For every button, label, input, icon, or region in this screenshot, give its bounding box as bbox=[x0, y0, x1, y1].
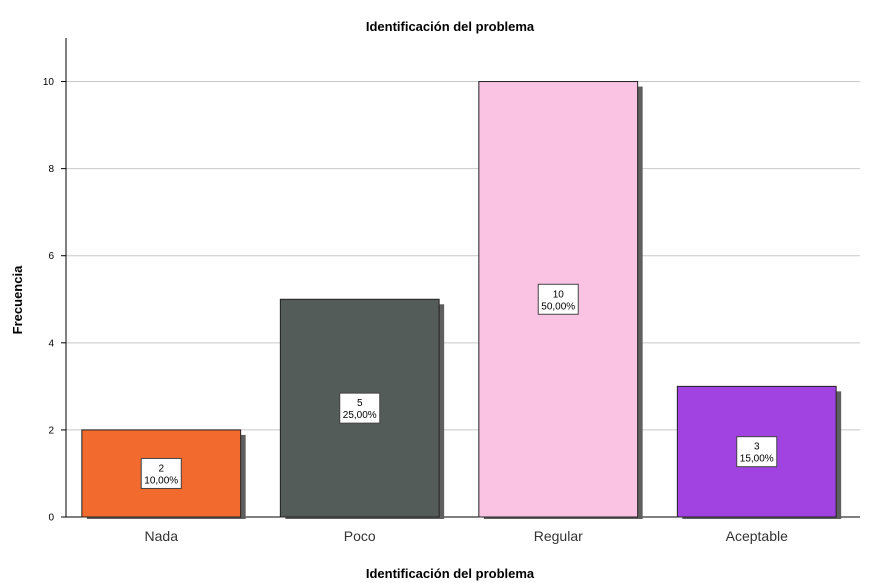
chart-title: Identificación del problema bbox=[366, 19, 535, 34]
y-tick-label: 10 bbox=[43, 77, 55, 88]
data-label-percent: 25,00% bbox=[343, 410, 377, 421]
data-label-box bbox=[339, 392, 381, 424]
x-tick-label: Aceptable bbox=[726, 528, 788, 544]
y-tick-label: 8 bbox=[48, 164, 54, 175]
y-axis-ticks: 0 2 4 6 8 10 bbox=[43, 77, 66, 524]
data-label-count: 5 bbox=[357, 398, 363, 409]
data-label-count: 10 bbox=[553, 289, 565, 300]
data-label-count: 3 bbox=[754, 442, 760, 453]
y-tick-label: 4 bbox=[48, 338, 54, 349]
gridlines bbox=[66, 81, 860, 431]
y-tick-label: 6 bbox=[48, 251, 54, 262]
x-tick-label: Regular bbox=[534, 528, 583, 544]
data-label-box bbox=[537, 283, 579, 315]
data-label-box bbox=[140, 457, 182, 489]
data-label: 525,00% bbox=[339, 392, 381, 424]
data-label-percent: 50,00% bbox=[541, 301, 575, 312]
x-axis-label: Identificación del problema bbox=[366, 566, 535, 581]
data-label: 315,00% bbox=[736, 436, 778, 468]
x-tick-label: Nada bbox=[145, 528, 179, 544]
data-label-count: 2 bbox=[158, 463, 164, 474]
x-axis-categories: Nada Poco Regular Aceptable bbox=[145, 528, 789, 544]
data-label-percent: 15,00% bbox=[740, 454, 774, 465]
y-tick-label: 0 bbox=[48, 513, 54, 524]
x-tick-label: Poco bbox=[344, 528, 376, 544]
y-tick-label: 2 bbox=[48, 425, 54, 436]
bars bbox=[81, 81, 842, 519]
data-label: 210,00% bbox=[140, 457, 182, 489]
data-label-percent: 10,00% bbox=[144, 475, 178, 486]
y-axis-label: Frecuencia bbox=[10, 265, 25, 334]
data-label-box bbox=[736, 436, 778, 468]
